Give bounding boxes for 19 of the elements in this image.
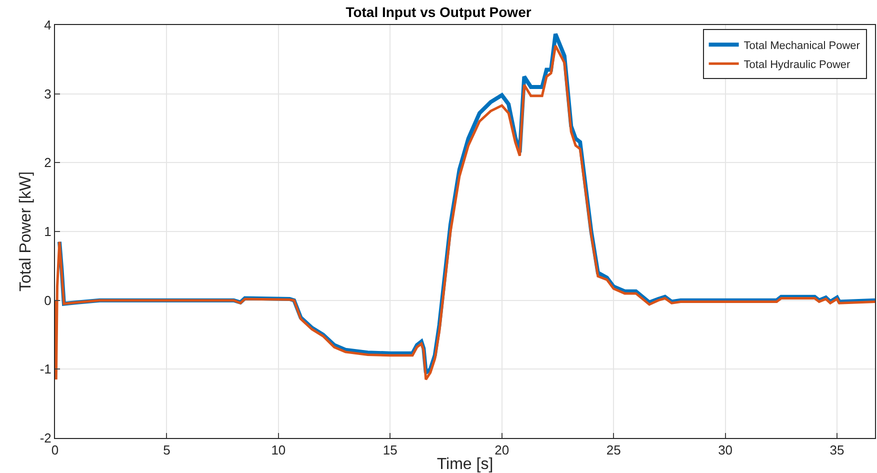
x-tick-label: 15 [382, 442, 398, 458]
x-tick-label: 20 [494, 442, 510, 458]
x-tick-label: 10 [271, 442, 286, 458]
chart-title: Total Input vs Output Power [346, 4, 532, 20]
legend-label: Total Mechanical Power [744, 40, 860, 52]
y-axis-title: Total Power [kW] [18, 171, 35, 292]
legend-label: Total Hydraulic Power [744, 58, 851, 71]
x-axis-title: Time [s] [436, 456, 494, 473]
x-tick-label: 30 [718, 442, 733, 458]
x-tick-label: 25 [606, 442, 621, 458]
y-tick-label: -1 [40, 362, 52, 377]
y-tick-label: 3 [44, 86, 52, 102]
y-tick-label: 0 [44, 292, 52, 308]
x-tick-label: 5 [163, 442, 170, 458]
y-tick-label: 2 [44, 155, 52, 170]
y-tick-label: 1 [44, 224, 52, 240]
x-tick-label: 35 [830, 442, 844, 458]
y-tick-label: -2 [40, 430, 52, 446]
y-tick-label: 4 [44, 18, 52, 33]
